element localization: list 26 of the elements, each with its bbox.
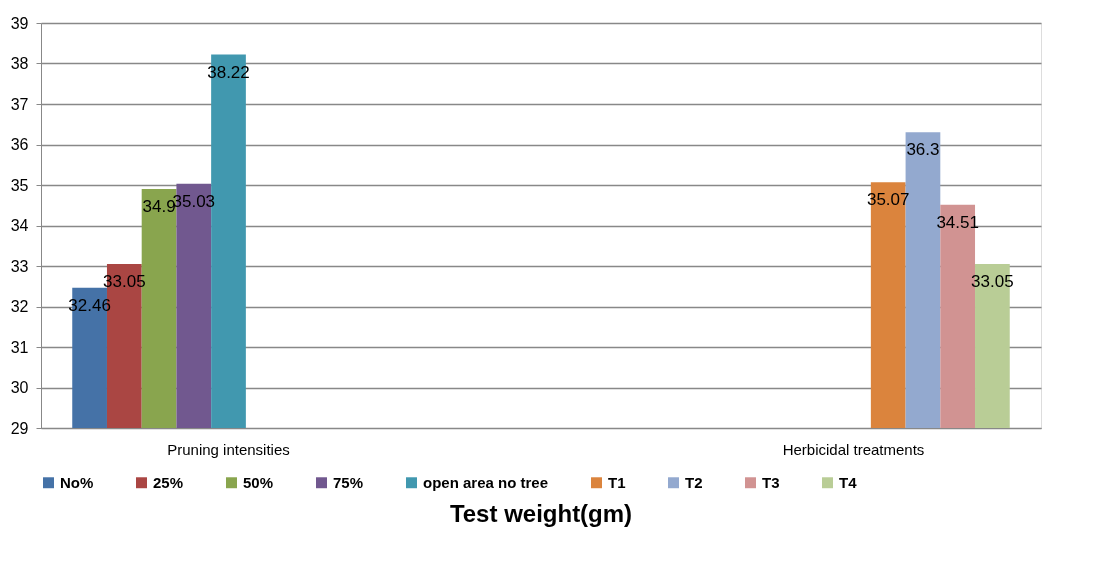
y-tick-label: 31 — [10, 338, 29, 356]
legend-label: No% — [60, 473, 94, 491]
y-tick-label: 30 — [10, 379, 29, 396]
legend-label: T1 — [608, 473, 626, 491]
legend-label: T2 — [685, 473, 703, 491]
data-label: 36.3 — [906, 140, 940, 160]
data-label: 34.51 — [936, 212, 979, 232]
y-tick-label: 32 — [10, 298, 29, 315]
legend-label: 25% — [153, 473, 184, 491]
y-tick-label: 38 — [10, 55, 29, 72]
x-tick-label: Pruning intensities — [167, 440, 290, 458]
y-tick-label: 35 — [10, 176, 29, 194]
legend-label: T3 — [762, 473, 780, 491]
y-tick-label: 29 — [10, 419, 29, 437]
y-tick-label: 39 — [10, 14, 29, 32]
legend-label: 50% — [243, 473, 274, 491]
y-tick-label: 34 — [10, 217, 29, 234]
x-tick-label: Herbicidal treatments — [782, 440, 925, 458]
data-label: 33.05 — [971, 271, 1014, 291]
legend-label: T4 — [839, 473, 858, 491]
y-tick-label: 33 — [10, 257, 29, 275]
y-tick-label: 37 — [10, 95, 29, 113]
y-tick-label: 36 — [10, 136, 29, 153]
legend-label: open area no tree — [423, 473, 549, 491]
legend-label: 75% — [333, 473, 364, 491]
text: Test weight(gm) — [449, 500, 633, 527]
